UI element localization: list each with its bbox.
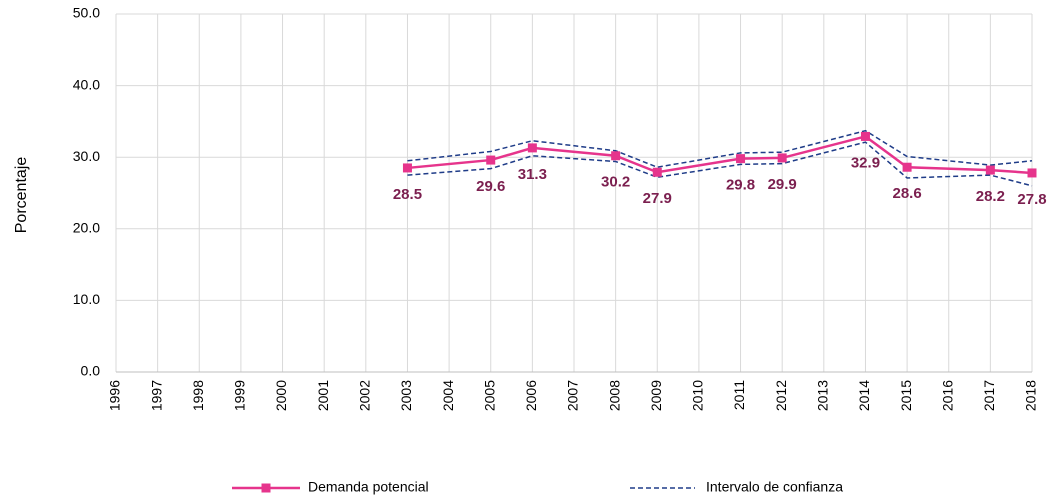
x-tick-label: 2009 xyxy=(648,380,664,411)
x-tick-label: 2014 xyxy=(856,380,872,411)
x-tick-label: 1999 xyxy=(232,380,248,411)
x-tick-label: 2012 xyxy=(773,380,789,411)
x-tick-label: 2018 xyxy=(1023,380,1039,411)
marker xyxy=(402,163,412,173)
data-label: 28.5 xyxy=(393,186,422,203)
data-label: 27.9 xyxy=(643,190,672,207)
data-label: 31.3 xyxy=(518,166,547,183)
marker xyxy=(486,155,496,165)
x-tick-label: 2006 xyxy=(523,380,539,411)
x-tick-label: 2001 xyxy=(315,380,331,411)
marker xyxy=(736,154,746,164)
y-tick-label: 10.0 xyxy=(73,291,100,307)
marker xyxy=(527,143,537,153)
x-tick-label: 2004 xyxy=(440,380,456,411)
x-tick-label: 2011 xyxy=(731,380,747,410)
y-tick-label: 40.0 xyxy=(73,76,100,92)
x-tick-label: 2000 xyxy=(273,380,289,411)
marker xyxy=(902,162,912,172)
data-label: 29.8 xyxy=(726,177,755,194)
x-tick-label: 2002 xyxy=(357,380,373,411)
legend-marker xyxy=(261,483,271,493)
x-tick-label: 2017 xyxy=(981,380,997,411)
x-tick-label: 2003 xyxy=(398,380,414,411)
data-label: 27.8 xyxy=(1017,191,1046,208)
x-tick-label: 2010 xyxy=(690,380,706,411)
x-tick-label: 1998 xyxy=(190,380,206,411)
data-label: 29.6 xyxy=(476,178,505,195)
x-tick-label: 2008 xyxy=(606,380,622,411)
x-tick-label: 2015 xyxy=(898,380,914,411)
data-label: 29.9 xyxy=(768,176,797,193)
y-tick-label: 50.0 xyxy=(73,5,100,21)
legend-label: Intervalo de confianza xyxy=(706,479,843,495)
x-tick-label: 2005 xyxy=(481,380,497,411)
confidence-line xyxy=(407,141,1033,187)
marker xyxy=(611,151,621,161)
y-tick-label: 0.0 xyxy=(81,363,101,379)
data-label: 28.2 xyxy=(976,188,1005,205)
x-tick-label: 1997 xyxy=(148,380,164,411)
marker xyxy=(985,165,995,175)
marker xyxy=(652,167,662,177)
series-line xyxy=(407,135,1033,175)
marker xyxy=(777,153,787,163)
y-tick-label: 30.0 xyxy=(73,148,100,164)
marker xyxy=(860,131,870,141)
legend-label: Demanda potencial xyxy=(308,479,429,495)
marker xyxy=(1027,168,1037,178)
x-tick-label: 2007 xyxy=(565,380,581,411)
y-tick-label: 20.0 xyxy=(73,220,100,236)
x-tick-label: 2016 xyxy=(939,380,955,411)
x-tick-label: 1996 xyxy=(107,380,123,411)
confidence-line xyxy=(407,129,1033,168)
data-label: 30.2 xyxy=(601,174,630,191)
data-label: 32.9 xyxy=(851,154,880,171)
x-tick-label: 2013 xyxy=(815,380,831,411)
y-axis-label: Porcentaje xyxy=(13,157,30,234)
data-label: 28.6 xyxy=(892,185,921,202)
